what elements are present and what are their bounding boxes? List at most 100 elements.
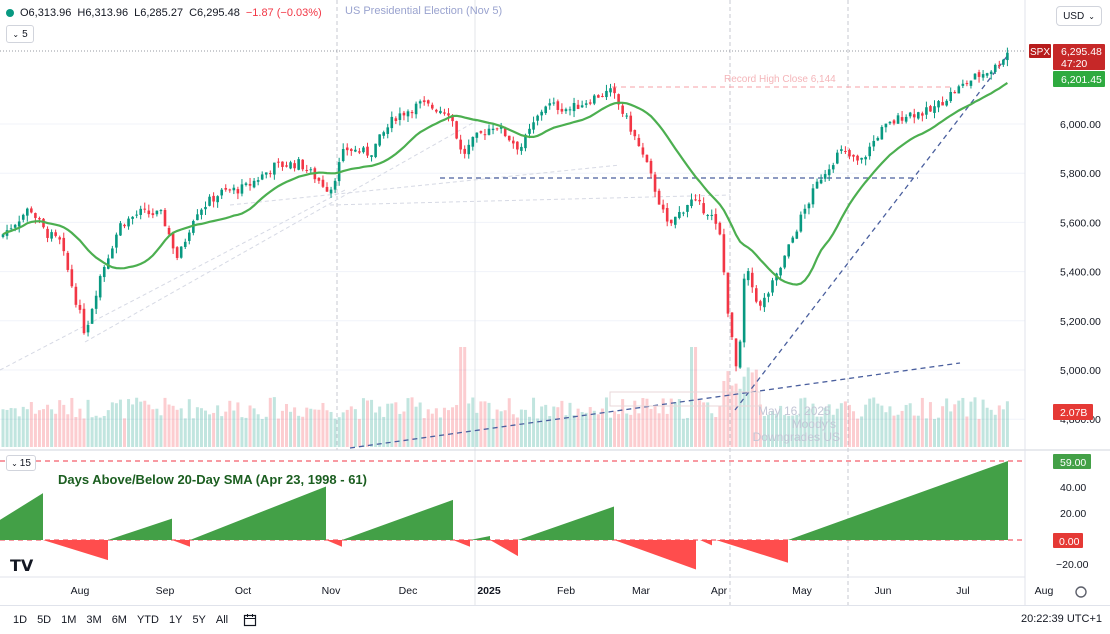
candle-body <box>163 209 167 227</box>
record-high-label: Record High Close 6,144 <box>724 74 836 85</box>
volume-bar <box>361 398 365 447</box>
volume-bar <box>819 416 823 447</box>
trendline-faint-2 <box>84 119 479 343</box>
timeframe-button[interactable]: All <box>215 614 229 626</box>
candle-body <box>674 216 677 225</box>
candle-body <box>665 207 669 222</box>
volume-bar <box>86 399 90 447</box>
candle-body <box>447 113 450 116</box>
price-axis[interactable]: 6,000.00 5,800.00 5,600.00 5,400.00 5,200.00… <box>1060 119 1101 426</box>
candle-body <box>771 280 774 293</box>
timeframe-button[interactable]: YTD <box>136 614 159 626</box>
volume-bar <box>580 412 584 447</box>
volume-bar <box>463 347 467 447</box>
volume-bar <box>791 415 795 447</box>
volume-bar <box>240 417 244 447</box>
candle-body <box>726 272 730 314</box>
timeframe-button[interactable]: 5Y <box>192 614 206 626</box>
timeframe-button[interactable]: 6M <box>111 614 127 626</box>
volume-bar <box>540 406 544 447</box>
volume-bar <box>738 388 742 447</box>
volume-bar <box>633 400 637 447</box>
indicator-segment <box>700 540 712 546</box>
candle-body <box>969 80 973 86</box>
volume-bar <box>114 403 118 447</box>
volume-bar <box>191 418 195 447</box>
candle-body <box>722 234 726 273</box>
timeframe-button[interactable]: 1D <box>13 614 28 626</box>
candle-body <box>783 255 786 268</box>
volume-bar <box>831 414 835 447</box>
volume-bar <box>868 398 872 447</box>
volume-bar <box>702 402 706 447</box>
candle-body <box>929 106 932 112</box>
timeframe-button[interactable]: 5D <box>37 614 52 626</box>
volume-bar <box>42 409 45 447</box>
candle-body <box>244 183 248 185</box>
time-axis[interactable]: Aug Sep Oct Nov Dec 2025 Feb Mar Apr May Jun Jul Aug <box>71 585 1054 597</box>
volume-bar <box>483 401 487 447</box>
candle-body <box>730 312 734 338</box>
candle-body <box>524 134 527 149</box>
indicator-segment <box>788 461 1008 540</box>
timeframe-button[interactable]: 1Y <box>168 614 183 626</box>
volume-bar <box>94 415 98 447</box>
candle-body <box>694 199 697 201</box>
candle-body <box>431 104 434 109</box>
volume-bar <box>973 397 977 447</box>
candle-body <box>888 121 892 124</box>
candle-body <box>625 115 628 117</box>
volume-bar <box>657 413 661 447</box>
clock[interactable]: 20:22:39 UTC+1 <box>1020 613 1102 625</box>
candle-body <box>362 147 365 153</box>
candle-body <box>329 189 333 194</box>
candle-body <box>977 72 981 77</box>
candle-body <box>366 146 369 156</box>
candle-body <box>864 157 867 160</box>
volume-bar <box>515 417 519 447</box>
indicator-settings-button[interactable]: ⌄ 15 <box>6 455 36 471</box>
volume-bar <box>904 404 908 447</box>
candle-body <box>70 269 74 287</box>
indicator-segment <box>490 540 518 557</box>
candle-body <box>880 126 884 140</box>
layers-toggle-button[interactable]: ⌄ 5 <box>6 25 34 43</box>
time-tick-label: Sep <box>156 585 175 597</box>
candle-body <box>686 204 689 212</box>
volume-bar <box>293 407 297 447</box>
candle-body <box>273 162 276 175</box>
candle-body <box>710 214 714 216</box>
timeframe-button[interactable]: 1M <box>61 614 77 626</box>
candle-body <box>459 139 462 150</box>
volume-bar <box>159 415 163 447</box>
candle-body <box>196 214 199 221</box>
currency-selector[interactable]: USD ⌄ <box>1056 6 1102 26</box>
volume-bar <box>382 416 386 447</box>
gear-icon[interactable] <box>1075 586 1087 598</box>
chart-canvas[interactable]: US Presidential Election (Nov 5) Record … <box>0 0 1110 605</box>
candle-body <box>503 127 507 137</box>
candle-body <box>609 88 612 93</box>
candle-body <box>629 115 633 132</box>
candle-body <box>9 228 13 230</box>
candle-body <box>26 208 29 216</box>
volume-bar <box>552 406 556 447</box>
volume-bar <box>941 406 945 447</box>
countdown-tag: 47:20 <box>1061 58 1087 70</box>
volume-bar <box>402 411 406 447</box>
candle-body <box>135 214 138 216</box>
volume-bar <box>1005 401 1009 447</box>
trendline-faint-1 <box>0 189 346 371</box>
indicator-segment <box>342 499 453 540</box>
candle-body <box>965 83 969 85</box>
candle-body <box>74 286 78 305</box>
volume-bar <box>815 416 819 447</box>
time-tick-label: Feb <box>557 585 575 597</box>
volume-bar <box>394 402 398 447</box>
candle-body <box>872 140 876 147</box>
volume-bar <box>442 407 446 447</box>
calendar-icon[interactable] <box>243 613 257 627</box>
candle-body <box>439 110 442 114</box>
timeframe-button[interactable]: 3M <box>86 614 102 626</box>
volume-bar <box>860 416 864 447</box>
